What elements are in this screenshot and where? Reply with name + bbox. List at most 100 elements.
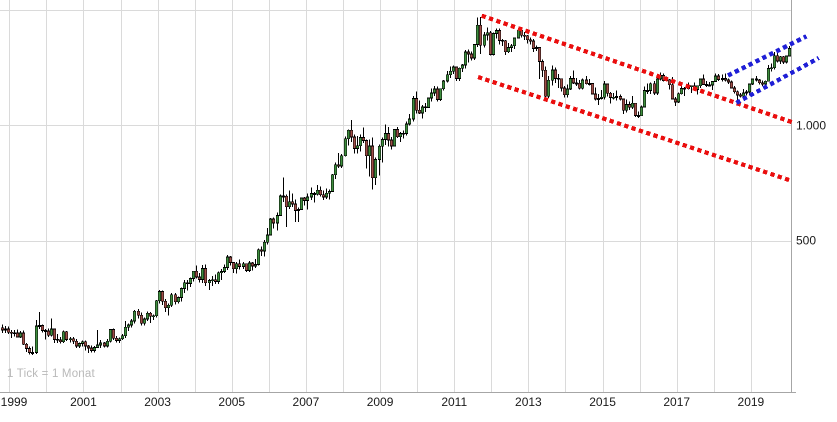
candle-body-up [611, 96, 616, 99]
candle-body-down [15, 332, 20, 338]
candle [262, 239, 267, 257]
candle-body-down [46, 330, 51, 336]
candle [302, 196, 307, 206]
candle [71, 336, 76, 345]
candle-body-down [757, 79, 762, 84]
candle-body-down [670, 84, 675, 100]
candle [290, 193, 295, 208]
candle-body-up [234, 263, 239, 270]
candle [636, 111, 641, 118]
candle [207, 278, 212, 291]
candle [142, 317, 147, 326]
candle [191, 270, 196, 282]
candle-body-up [401, 133, 406, 135]
candle-body-up [182, 282, 187, 289]
candle [760, 80, 765, 87]
candle [608, 91, 613, 104]
x-axis-label: 2009 [367, 395, 394, 409]
candle-body-down [389, 139, 394, 147]
candle [420, 104, 425, 119]
x-axis-label: 2013 [515, 395, 542, 409]
candle-body-up [34, 325, 39, 353]
candle-body-up [565, 88, 570, 96]
candle [15, 329, 20, 338]
candle [729, 80, 734, 89]
candle-body-down [197, 276, 202, 280]
candle-body-down [543, 69, 548, 97]
x-axis-label: 2017 [663, 395, 690, 409]
candle [225, 255, 230, 270]
candle [614, 90, 619, 101]
candle-body-up [763, 80, 768, 85]
candle [624, 99, 629, 113]
candle [485, 27, 490, 41]
candle [278, 194, 283, 216]
candle [750, 78, 755, 85]
candle [40, 324, 45, 333]
candle [253, 258, 258, 269]
candle-body-up [262, 241, 267, 252]
candle [766, 64, 771, 82]
candle [61, 330, 66, 344]
candle-body-up [216, 272, 221, 282]
candle-body-down [701, 78, 706, 85]
candle [726, 78, 731, 85]
candle [506, 43, 511, 53]
candle [244, 263, 249, 272]
candle-body-down [237, 263, 242, 267]
candle-body-up [445, 74, 450, 82]
candle-body-down [556, 77, 561, 80]
candle [472, 43, 477, 61]
candle [30, 346, 35, 356]
candle-body-down [0, 327, 5, 331]
candle [414, 91, 419, 114]
candle-body-down [500, 39, 505, 42]
candle [407, 113, 412, 126]
candle [370, 137, 375, 190]
candle-body-down [577, 82, 582, 89]
candle-body-up [463, 51, 468, 66]
candle-body-up [420, 106, 425, 114]
candle-body-up [599, 96, 604, 99]
candle-body-up [398, 133, 403, 138]
candle [111, 328, 116, 340]
candle-body-down [553, 69, 558, 79]
candle [324, 188, 329, 200]
candle [599, 89, 604, 100]
candle [432, 86, 437, 96]
candle-body-up [568, 78, 573, 90]
candle [386, 127, 391, 147]
candle-body-down [562, 87, 567, 96]
candle-body-down [89, 347, 94, 351]
candle [34, 320, 39, 354]
candle-body-up [392, 129, 397, 147]
candle [293, 199, 298, 222]
candle-body-up [339, 155, 344, 167]
candle-body-down [754, 78, 759, 81]
candle-body-down [704, 83, 709, 86]
candle [540, 59, 545, 78]
candle [577, 79, 582, 90]
candle [404, 121, 409, 136]
x-axis-label: 2007 [293, 395, 320, 409]
candle-body-down [293, 203, 298, 211]
candle [605, 83, 610, 97]
candle-body-up [49, 328, 54, 336]
candle-body-down [52, 328, 57, 340]
x-axis-label: 2001 [70, 395, 97, 409]
candle-body-up [126, 324, 131, 328]
candle [0, 324, 5, 333]
candle [213, 274, 218, 285]
candle [346, 129, 351, 146]
candle-body-down [321, 194, 326, 198]
candle-body-up [367, 145, 372, 157]
candle-body-down [559, 78, 564, 89]
candle-body-down [231, 262, 236, 270]
candle [284, 194, 289, 228]
candle-body-down [148, 312, 153, 317]
candle [68, 336, 73, 343]
candle [568, 76, 573, 91]
candle-body-down [417, 109, 422, 114]
candle-body-up [200, 267, 205, 280]
candle-body-down [584, 79, 589, 85]
